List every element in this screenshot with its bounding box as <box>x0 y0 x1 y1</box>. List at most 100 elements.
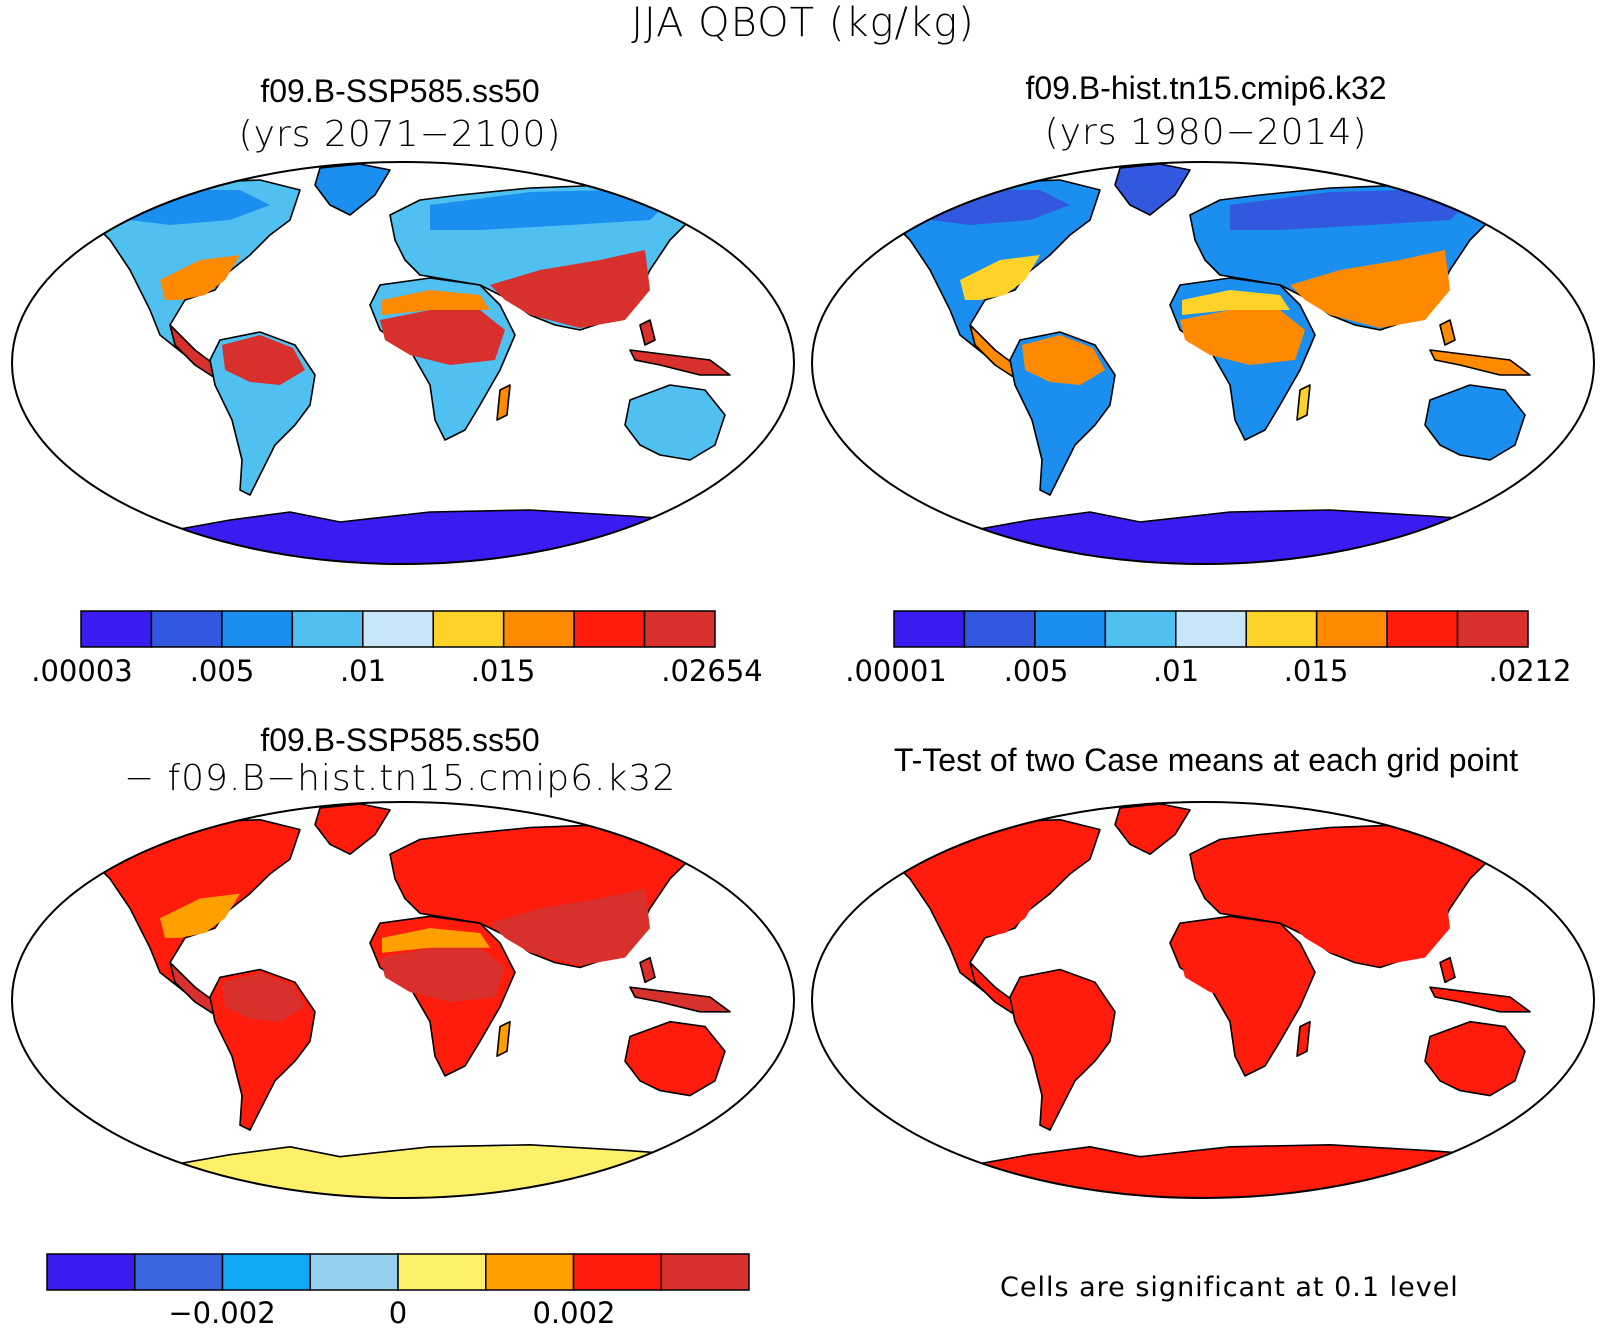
africa-warm <box>1180 310 1305 365</box>
sahel <box>382 290 490 315</box>
new-zealand <box>761 459 773 483</box>
indonesia <box>1429 986 1531 1013</box>
australia <box>1424 1020 1526 1097</box>
colorbar-box <box>221 610 294 648</box>
indonesia <box>629 349 731 376</box>
colorbar-box <box>573 610 646 648</box>
colorbar-box <box>291 610 364 648</box>
map-border <box>811 161 1595 565</box>
antarctica <box>19 509 791 564</box>
map-difference <box>11 801 795 1199</box>
colorbar-box <box>150 610 223 648</box>
colorbar-box <box>572 1253 662 1291</box>
map-border <box>11 161 795 565</box>
map-ttest <box>811 801 1595 1199</box>
cbar2-tick-label: .00001 <box>845 654 947 688</box>
south-america-warm <box>1022 335 1105 385</box>
colorbar-box <box>502 610 575 648</box>
greenland <box>314 163 391 216</box>
asia-warm <box>490 888 650 966</box>
new-zealand <box>1561 459 1573 483</box>
philippines <box>1439 956 1456 984</box>
cbar1-tick-label: .015 <box>470 654 536 688</box>
south-america-warm <box>222 335 305 385</box>
eurasia-cold <box>430 190 670 230</box>
africa-warm <box>380 947 505 1002</box>
madagascar <box>496 384 511 421</box>
cbar1-tick-label: .005 <box>189 654 255 688</box>
colorbar-box <box>1456 610 1529 648</box>
cbar3-tick-label: 0.002 <box>532 1296 616 1330</box>
greenland <box>314 803 391 856</box>
africa-warm <box>380 310 505 365</box>
colorbar-box <box>80 610 153 648</box>
cbar3-tick-label: 0 <box>388 1296 408 1330</box>
colorbar-box <box>485 1253 575 1291</box>
panel3-subtitle: − f09.B−hist.tn15.cmip6.k32 <box>123 758 677 799</box>
south-america-warm <box>1022 972 1105 1022</box>
new-zealand <box>761 1094 773 1119</box>
antarctica <box>19 1143 791 1198</box>
cbar2-tick-label: .005 <box>1003 654 1069 688</box>
colorbar-box <box>643 610 716 648</box>
cbar1-tick-label: .02654 <box>661 654 763 688</box>
greenland <box>1114 803 1191 856</box>
eurasia-cold <box>1230 190 1470 230</box>
panel4-title: T-Test of two Case means at each grid po… <box>893 742 1519 778</box>
cbar2-tick-label: .0212 <box>1488 654 1572 688</box>
colorbar-box <box>134 1253 224 1291</box>
madagascar <box>1296 384 1311 421</box>
greenland <box>1114 163 1191 216</box>
antarctica <box>819 1143 1591 1198</box>
north-america-warm <box>160 255 240 300</box>
colorbar-box <box>309 1253 399 1291</box>
sahel <box>1182 928 1290 953</box>
colorbar-box <box>1245 610 1318 648</box>
map-future <box>11 161 795 565</box>
eurasia-cold <box>1230 829 1470 869</box>
sahel <box>382 928 490 953</box>
colorbar-box <box>1034 610 1107 648</box>
asia-warm <box>490 250 650 328</box>
north-america-warm <box>960 893 1040 938</box>
indonesia <box>1429 349 1531 376</box>
colorbar-box <box>362 610 434 648</box>
cbar2-tick-label: .015 <box>1283 654 1349 688</box>
indonesia <box>629 986 731 1013</box>
colorbar-box <box>1315 610 1388 648</box>
australia <box>624 384 726 461</box>
philippines <box>639 319 656 346</box>
africa-warm <box>1180 947 1305 1002</box>
cbar1-tick-label: .00003 <box>31 654 133 688</box>
cbar2-tick-label: .01 <box>1152 654 1200 688</box>
colorbar-box <box>660 1253 750 1291</box>
map-border <box>811 801 1595 1199</box>
colorbar-difference <box>46 1253 750 1291</box>
eurasia-cold <box>430 829 670 869</box>
antarctica <box>819 509 1591 564</box>
cbar3-tick-label: −0.002 <box>168 1296 276 1330</box>
panel2-subtitle: (yrs 1980−2014) <box>1044 112 1368 153</box>
figure-title: JJA QBOT (kg/kg) <box>631 0 975 46</box>
panel1-subtitle: (yrs 2071−2100) <box>238 114 562 155</box>
panel2-title: f09.B-hist.tn15.cmip6.k32 <box>1025 70 1387 106</box>
colorbar-box <box>893 610 966 648</box>
colorbar-future <box>80 610 716 648</box>
colorbar-box <box>397 1253 487 1291</box>
cbar1-tick-label: .01 <box>339 654 387 688</box>
map-border <box>11 801 795 1199</box>
colorbar-box <box>1175 610 1247 648</box>
colorbar-box <box>1104 610 1177 648</box>
north-america-warm <box>960 255 1040 300</box>
significance-note: Cells are significant at 0.1 level <box>1000 1272 1459 1303</box>
philippines <box>639 956 656 984</box>
philippines <box>1439 319 1456 346</box>
colorbar-historical <box>893 610 1529 648</box>
colorbar-box <box>963 610 1036 648</box>
colorbar-box <box>221 1253 311 1291</box>
colorbar-box <box>432 610 505 648</box>
asia-warm <box>1290 250 1450 328</box>
north-america-warm <box>160 893 240 938</box>
australia <box>1424 384 1526 461</box>
map-historical <box>811 161 1595 565</box>
